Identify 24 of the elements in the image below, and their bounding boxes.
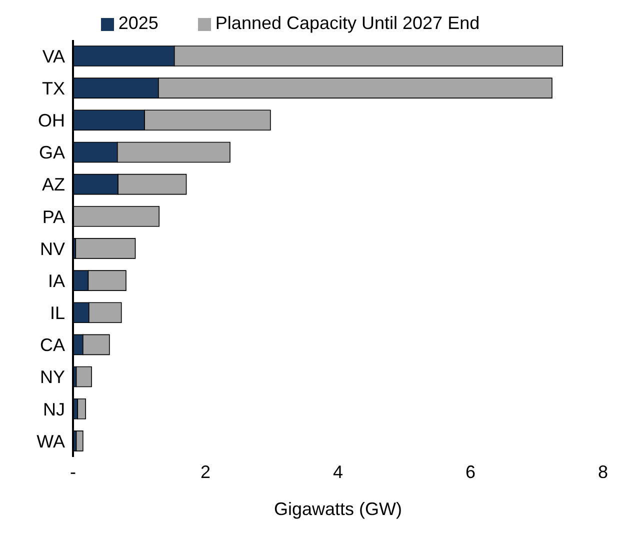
x-tick-label: 6 <box>465 462 476 482</box>
y-tick-label: GA <box>38 142 65 163</box>
y-tick-label: NV <box>40 238 65 259</box>
bar <box>77 398 86 420</box>
bar <box>76 366 92 388</box>
y-tick-label: NJ <box>43 399 65 420</box>
legend-label: Planned Capacity Until 2027 End <box>215 13 480 33</box>
x-tick-label: - <box>70 462 76 482</box>
x-tick-label: 4 <box>332 462 344 482</box>
y-tick-label: PA <box>42 206 65 227</box>
x-tick-label: 8 <box>598 462 608 482</box>
y-tick-label: NY <box>40 367 65 388</box>
x-axis-title: Gigawatts (GW) <box>274 499 402 519</box>
y-tick-label: AZ <box>42 174 65 195</box>
y-tick-label: VA <box>42 46 65 66</box>
bar <box>76 430 84 452</box>
y-tick-label: OH <box>38 110 65 131</box>
x-tick-label: 2 <box>200 462 211 482</box>
y-tick-label: WA <box>36 431 65 452</box>
y-tick-label: TX <box>42 78 65 99</box>
y-tick-label: IA <box>48 270 65 291</box>
y-tick-label: CA <box>40 335 65 356</box>
legend-label: 2025 <box>118 13 158 33</box>
y-tick-label: IL <box>50 303 65 324</box>
